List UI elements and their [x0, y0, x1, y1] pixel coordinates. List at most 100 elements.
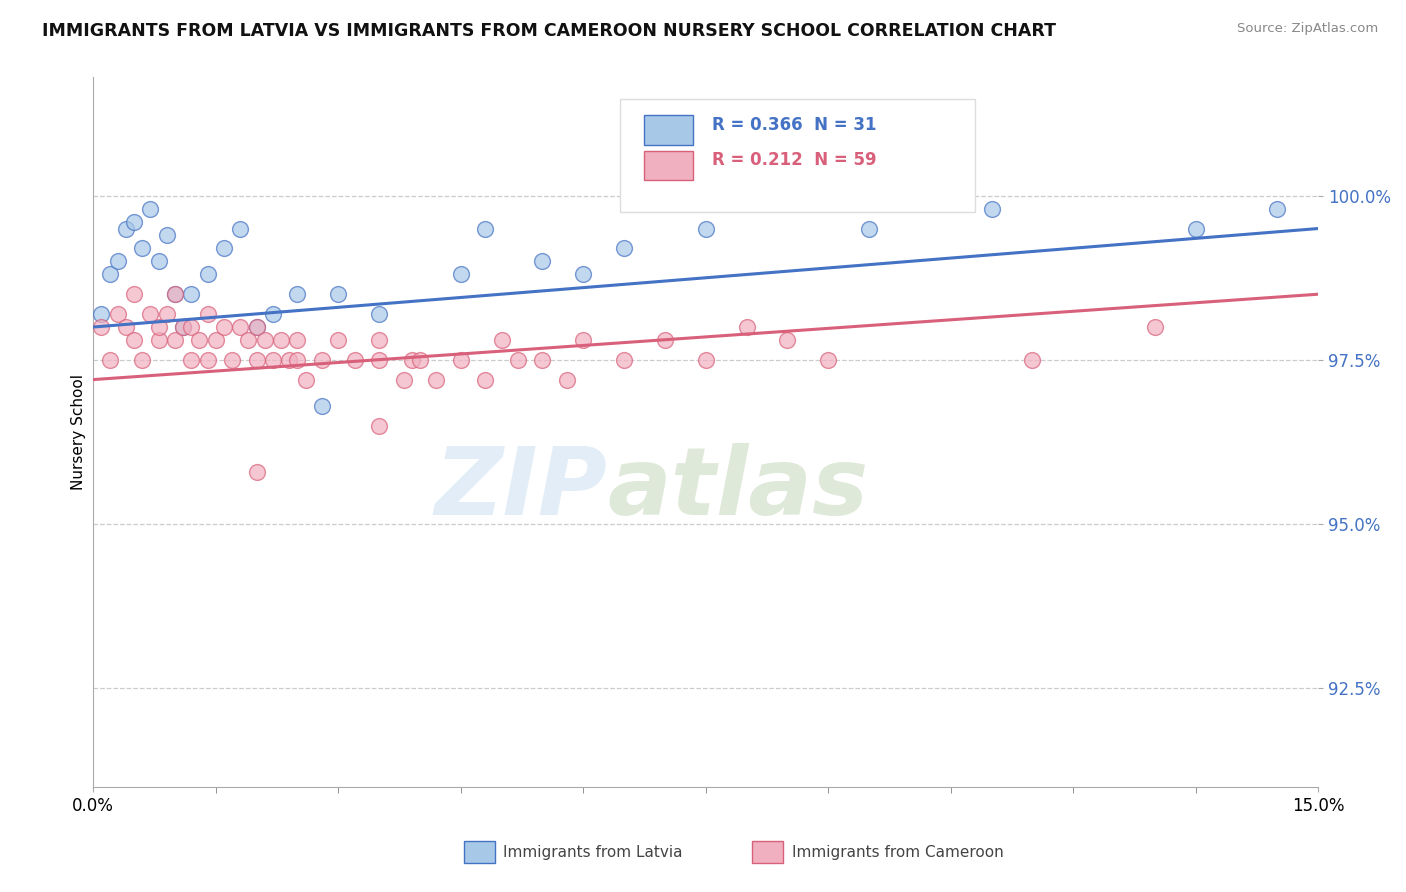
Point — [368, 418, 391, 433]
Point — [172, 320, 194, 334]
Point — [204, 333, 226, 347]
Point — [139, 202, 162, 216]
Point — [253, 333, 276, 347]
Point — [270, 333, 292, 347]
Point — [180, 287, 202, 301]
Point — [695, 221, 717, 235]
Point — [262, 352, 284, 367]
Point — [180, 352, 202, 367]
Point — [122, 215, 145, 229]
Point — [474, 221, 496, 235]
Point — [858, 221, 880, 235]
Point — [368, 333, 391, 347]
Text: R = 0.366  N = 31: R = 0.366 N = 31 — [711, 116, 876, 134]
Text: Immigrants from Latvia: Immigrants from Latvia — [503, 846, 683, 860]
Point — [425, 373, 447, 387]
Point — [572, 268, 595, 282]
Point — [156, 228, 179, 243]
Point — [328, 333, 350, 347]
Point — [1184, 221, 1206, 235]
Y-axis label: Nursery School: Nursery School — [72, 374, 86, 490]
Point — [401, 352, 423, 367]
Point — [229, 320, 252, 334]
Point — [139, 307, 162, 321]
Point — [245, 352, 267, 367]
Point — [163, 287, 186, 301]
Point — [285, 333, 308, 347]
Point — [122, 333, 145, 347]
Text: atlas: atlas — [607, 443, 869, 535]
FancyBboxPatch shape — [620, 99, 976, 212]
Point — [285, 287, 308, 301]
Point — [654, 333, 676, 347]
Point — [343, 352, 366, 367]
Point — [163, 287, 186, 301]
Point — [238, 333, 260, 347]
Point — [572, 333, 595, 347]
Point — [197, 352, 219, 367]
Point — [506, 352, 529, 367]
Point — [107, 307, 129, 321]
Point — [245, 465, 267, 479]
Point — [278, 352, 301, 367]
Point — [980, 202, 1002, 216]
Point — [115, 320, 138, 334]
Point — [221, 352, 243, 367]
Point — [107, 254, 129, 268]
Point — [311, 399, 333, 413]
Point — [156, 307, 179, 321]
Point — [90, 307, 112, 321]
Point — [98, 268, 121, 282]
Point — [1267, 202, 1289, 216]
Point — [229, 221, 252, 235]
Point — [122, 287, 145, 301]
Point — [409, 352, 432, 367]
Point — [735, 320, 758, 334]
Point — [613, 352, 636, 367]
Point — [776, 333, 799, 347]
Point — [294, 373, 316, 387]
Point — [163, 333, 186, 347]
Point — [450, 268, 472, 282]
FancyBboxPatch shape — [644, 115, 693, 145]
Point — [450, 352, 472, 367]
Point — [188, 333, 211, 347]
Point — [115, 221, 138, 235]
Point — [311, 352, 333, 367]
Point — [245, 320, 267, 334]
Point — [131, 241, 153, 255]
Point — [197, 268, 219, 282]
Point — [131, 352, 153, 367]
Point — [148, 254, 170, 268]
Point — [262, 307, 284, 321]
Point — [531, 254, 554, 268]
Point — [1143, 320, 1166, 334]
Point — [555, 373, 578, 387]
Point — [245, 320, 267, 334]
Point — [148, 320, 170, 334]
Point — [817, 352, 839, 367]
Point — [212, 320, 235, 334]
Point — [613, 241, 636, 255]
Point — [695, 352, 717, 367]
Text: Source: ZipAtlas.com: Source: ZipAtlas.com — [1237, 22, 1378, 36]
Point — [212, 241, 235, 255]
Text: R = 0.212  N = 59: R = 0.212 N = 59 — [711, 152, 876, 169]
Text: Immigrants from Cameroon: Immigrants from Cameroon — [792, 846, 1004, 860]
Point — [368, 307, 391, 321]
Point — [531, 352, 554, 367]
FancyBboxPatch shape — [644, 151, 693, 180]
Point — [172, 320, 194, 334]
Point — [491, 333, 513, 347]
Point — [197, 307, 219, 321]
Point — [328, 287, 350, 301]
Point — [368, 352, 391, 367]
Text: IMMIGRANTS FROM LATVIA VS IMMIGRANTS FROM CAMEROON NURSERY SCHOOL CORRELATION CH: IMMIGRANTS FROM LATVIA VS IMMIGRANTS FRO… — [42, 22, 1056, 40]
Point — [285, 352, 308, 367]
Point — [1021, 352, 1043, 367]
Text: ZIP: ZIP — [434, 443, 607, 535]
Point — [98, 352, 121, 367]
Point — [90, 320, 112, 334]
Point — [392, 373, 415, 387]
Point — [180, 320, 202, 334]
